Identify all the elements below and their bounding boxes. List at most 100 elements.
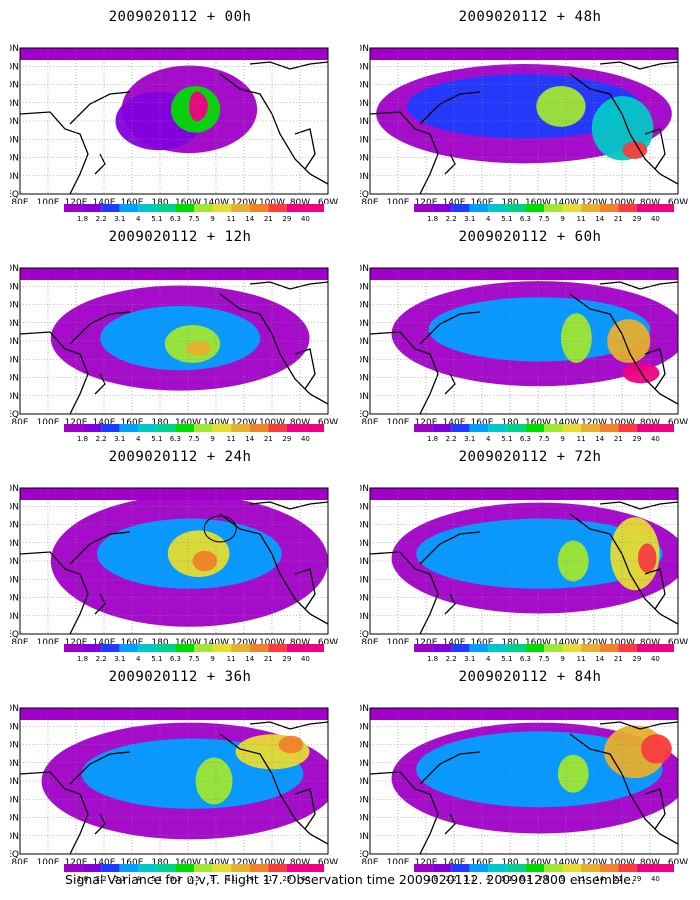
colorbar-swatch — [268, 864, 287, 872]
coastline — [219, 733, 328, 845]
coastline — [249, 501, 328, 510]
lon-tick-label: 140E — [443, 198, 466, 204]
colorbar-label: 6.3 — [170, 875, 181, 883]
colorbar-swatch — [451, 864, 470, 872]
colorbar-label: 29 — [282, 655, 291, 663]
colorbar-swatch — [655, 204, 674, 212]
colorbar-swatch — [636, 644, 656, 652]
colorbar-label: 3.1 — [114, 875, 125, 883]
coastline — [219, 73, 328, 185]
lat-tick-label: 60N — [360, 301, 369, 311]
lat-tick-label: 30N — [360, 135, 369, 145]
lon-tick-label: 60W — [318, 858, 338, 864]
colorbar-label: 7.5 — [188, 655, 199, 663]
lon-tick-label: 100E — [37, 858, 60, 864]
colorbar-label: 3.1 — [464, 215, 475, 223]
colorbar-swatch — [194, 424, 213, 432]
lat-tick-label: 20N — [360, 154, 369, 164]
coastline — [370, 331, 439, 414]
lat-tick-label: 10N — [10, 612, 19, 622]
colorbar-label: 3.1 — [464, 875, 475, 883]
colorbar-label: 1.8 — [427, 655, 438, 663]
lon-tick-label: 140W — [203, 638, 229, 644]
panel-title: 2009020112 + 24h — [108, 449, 252, 465]
colorbar-label: 3.1 — [114, 655, 125, 663]
lat-tick-label: 60N — [10, 741, 19, 751]
coastline — [294, 568, 316, 610]
colorbar-swatch — [525, 864, 544, 872]
variance-contour — [416, 731, 663, 808]
variance-contour — [557, 754, 589, 793]
colorbar-label: 14 — [245, 655, 254, 663]
lat-tick-label: 40N — [10, 557, 19, 567]
lat-tick-label: 10N — [10, 392, 19, 402]
colorbar-label: 5.1 — [151, 215, 162, 223]
colorbar-swatch — [138, 864, 157, 872]
lon-tick-label: 120W — [581, 858, 607, 864]
lon-tick-label: 120W — [231, 198, 257, 204]
colorbar-label: 40 — [301, 655, 310, 663]
map-panel: 2009020112 + 24h 80E 100E 120E 140E 160E 180 16… — [10, 448, 350, 666]
lon-tick-label: 180 — [501, 638, 518, 644]
colorbar-label: 11 — [227, 875, 236, 883]
colorbar-swatch — [414, 864, 433, 872]
lat-tick-label: 10N — [10, 832, 19, 842]
colorbar-swatch — [119, 424, 139, 432]
coastline — [644, 788, 666, 830]
colorbar-swatch — [488, 204, 507, 212]
variance-contour — [406, 74, 642, 139]
colorbar-swatch — [175, 644, 194, 652]
colorbar-label: 21 — [264, 655, 273, 663]
colorbar-swatch — [138, 204, 157, 212]
colorbar-label: 7.5 — [538, 215, 549, 223]
colorbar-label: 11 — [577, 655, 586, 663]
colorbar-swatch — [599, 204, 619, 212]
colorbar-label: 40 — [651, 215, 660, 223]
colorbar-label: 11 — [227, 215, 236, 223]
lat-tick-label: 60N — [10, 301, 19, 311]
map-panel: 2009020112 + 60h 80E 100E 120E 140E 160E 180 16… — [360, 228, 700, 446]
lat-tick-label: 30N — [10, 795, 19, 805]
lon-tick-label: 100E — [37, 418, 60, 424]
colorbar-swatch — [432, 424, 452, 432]
colorbar-swatch — [599, 644, 619, 652]
coastline — [419, 91, 481, 125]
colorbar-label: 1.8 — [77, 655, 88, 663]
lon-tick-label: 80E — [11, 198, 28, 204]
coastline — [69, 531, 131, 565]
colorbar-swatch — [249, 424, 269, 432]
colorbar-swatch — [119, 864, 139, 872]
lon-tick-label: 100E — [37, 198, 60, 204]
colorbar-label: 5.1 — [501, 215, 512, 223]
colorbar-label: 1.8 — [77, 875, 88, 883]
panel-title: 2009020112 + 48h — [458, 9, 602, 25]
lat-tick-label: 60N — [10, 81, 19, 91]
colorbar-swatch — [414, 204, 433, 212]
colorbar-label: 7.5 — [188, 435, 199, 443]
colorbar-swatch — [212, 424, 232, 432]
map-panel: 2009020112 + 48h 80E 100E 120E 140E 160E 180 16… — [360, 8, 700, 226]
variance-contour — [428, 297, 651, 362]
colorbar-swatch — [451, 644, 470, 652]
lat-tick-label: 70N — [360, 502, 369, 512]
lon-tick-label: 140W — [553, 418, 579, 424]
colorbar-label: 2.2 — [446, 655, 457, 663]
colorbar-label: 4 — [136, 435, 141, 443]
colorbar-label: 4 — [486, 875, 491, 883]
map-frame — [369, 487, 679, 635]
colorbar-swatch — [525, 644, 544, 652]
colorbar-label: 5.1 — [151, 655, 162, 663]
colorbar-label: 21 — [614, 875, 623, 883]
lat-tick-label: 40N — [10, 337, 19, 347]
colorbar-swatch — [618, 424, 637, 432]
map-frame — [369, 267, 679, 415]
lat-tick-label: EQ — [360, 630, 369, 640]
coastline — [644, 348, 666, 390]
lon-tick-label: 160W — [175, 418, 201, 424]
coastline — [69, 311, 131, 345]
coastline — [249, 721, 328, 730]
colorbar-label: 6.3 — [520, 875, 531, 883]
colorbar-label: 11 — [227, 655, 236, 663]
lat-tick-label: 20N — [10, 154, 19, 164]
lon-tick-label: 100E — [387, 638, 410, 644]
